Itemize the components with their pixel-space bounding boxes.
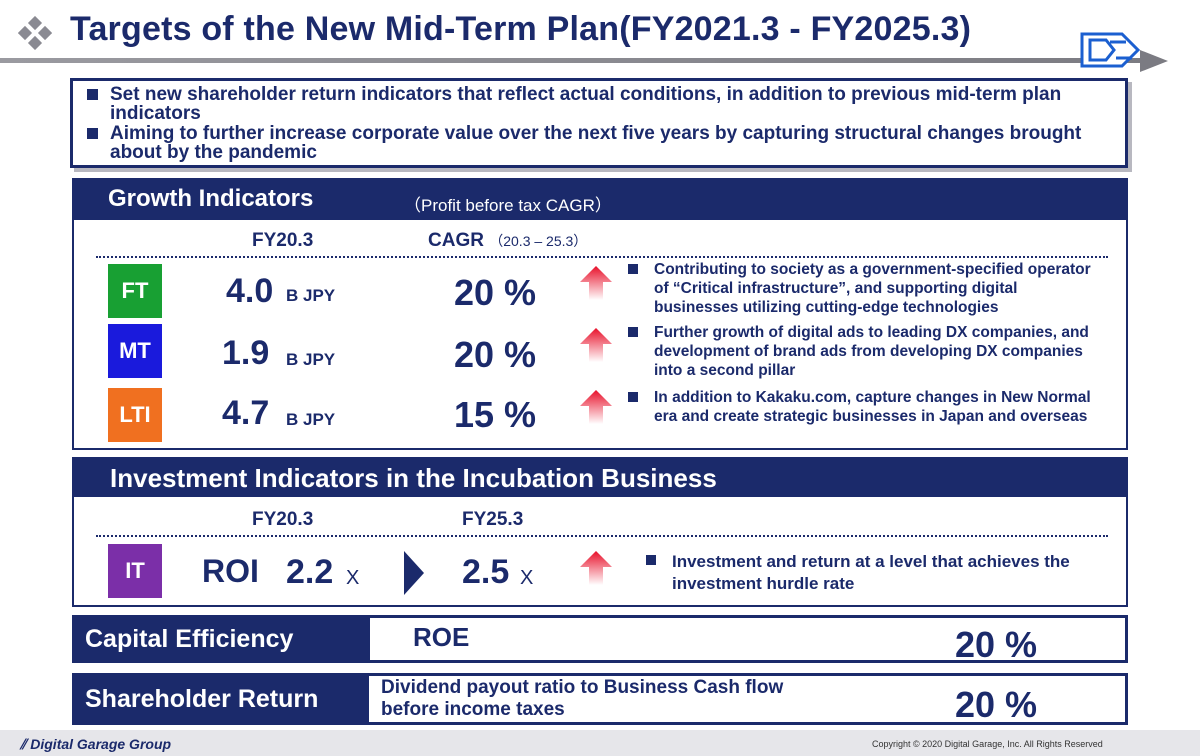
profit-unit-mt: B JPY: [286, 350, 336, 369]
segment-badge-ft: FT: [108, 264, 162, 318]
growth-title: Growth Indicators: [108, 185, 314, 212]
col-cagr-header: CAGR （20.3 – 25.3）: [428, 230, 587, 252]
investment-header: Investment Indicators in the Incubation …: [74, 459, 1126, 497]
cagr-value-lti: 15 %: [454, 394, 537, 435]
desc-text: Further growth of digital ads to leading…: [654, 324, 1089, 379]
segment-badge-lti: LTI: [108, 388, 162, 442]
profit-value-lti: 4.7: [222, 394, 270, 432]
cagr-value-ft: 20 %: [454, 272, 537, 313]
segment-badge-it: IT: [108, 544, 162, 598]
segment-badge-mt: MT: [108, 324, 162, 378]
up-arrow-icon: [580, 551, 612, 585]
roi-label: ROI: [202, 553, 259, 589]
roi-unit-fy25: X: [520, 567, 534, 589]
up-arrow-icon: [580, 390, 612, 424]
profit-unit-ft: B JPY: [286, 286, 336, 305]
dotted-divider: [96, 535, 1108, 537]
summary-bullet-text: Aiming to further increase corporate val…: [110, 123, 1082, 163]
profit-value-mt: 1.9: [222, 334, 270, 372]
footer-bar: [0, 730, 1200, 756]
investment-title: Investment Indicators in the Incubation …: [110, 463, 717, 493]
desc-lti: In addition to Kakaku.com, capture chang…: [628, 388, 1098, 426]
title-rule: [0, 58, 1150, 63]
dg-logo-icon: [1080, 32, 1141, 68]
footer-copyright: Copyright © 2020 Digital Garage, Inc. Al…: [872, 739, 1103, 749]
summary-bullet: Aiming to further increase corporate val…: [87, 124, 1115, 162]
dg-small-logo-icon: ⫽: [20, 736, 27, 752]
shareholder-return-label: Shareholder Return: [75, 676, 369, 722]
desc-text: Investment and return at a level that ac…: [672, 552, 1070, 593]
roi-unit-fy20: X: [346, 567, 360, 589]
desc-it: Investment and return at a level that ac…: [646, 551, 1106, 595]
dotted-divider: [96, 256, 1108, 258]
roi-value-fy25: 2.5: [462, 553, 510, 591]
square-bullet-icon: [87, 128, 98, 139]
payout-value: 20 %: [955, 684, 1038, 725]
capital-efficiency-label: Capital Efficiency: [75, 618, 370, 660]
square-bullet-icon: [87, 89, 98, 100]
up-arrow-icon: [580, 328, 612, 362]
roi-value-fy20: 2.2: [286, 553, 334, 591]
col-fy25-header: FY25.3: [462, 509, 524, 530]
desc-text: In addition to Kakaku.com, capture chang…: [654, 389, 1091, 425]
square-bullet-icon: [628, 327, 638, 337]
payout-metric: Dividend payout ratio to Business Cash f…: [381, 677, 783, 721]
growth-header: Growth Indicators （Profit before tax CAG…: [74, 180, 1126, 220]
col-cagr-label: CAGR: [428, 230, 484, 251]
summary-bullet: Set new shareholder return indicators th…: [87, 85, 1115, 123]
roe-value: 20 %: [955, 624, 1038, 665]
profit-value-ft: 4.0: [226, 272, 274, 310]
up-arrow-icon: [580, 266, 612, 300]
page-title: Targets of the New Mid-Term Plan(FY2021.…: [70, 10, 972, 48]
capital-efficiency-row: Capital Efficiency ROE 20 %: [72, 615, 1128, 665]
diamond-bullet-icon: [18, 16, 52, 50]
cagr-value-mt: 20 %: [454, 334, 537, 375]
desc-mt: Further growth of digital ads to leading…: [628, 323, 1098, 380]
square-bullet-icon: [646, 555, 656, 565]
col-cagr-period: （20.3 – 25.3）: [489, 233, 588, 249]
profit-unit-lti: B JPY: [286, 410, 336, 429]
col-fy-header: FY20.3: [252, 230, 314, 251]
footer-brand-text: Digital Garage Group: [30, 736, 172, 752]
arrow-right-icon: [1140, 50, 1168, 72]
payout-metric-line1: Dividend payout ratio to Business Cash f…: [381, 677, 784, 698]
square-bullet-icon: [628, 392, 638, 402]
col-fy20-header: FY20.3: [252, 509, 314, 530]
chevron-right-icon: [404, 551, 424, 595]
square-bullet-icon: [628, 264, 638, 274]
shareholder-return-row: Shareholder Return Dividend payout ratio…: [72, 673, 1128, 725]
summary-bullet-text: Set new shareholder return indicators th…: [110, 84, 1062, 124]
footer-brand: ⫽ Digital Garage Group: [20, 736, 171, 753]
investment-indicators-panel: Investment Indicators in the Incubation …: [72, 457, 1128, 607]
growth-subtitle: （Profit before tax CAGR）: [404, 196, 612, 215]
desc-ft: Contributing to society as a government-…: [628, 260, 1098, 317]
payout-metric-line2: before income taxes: [381, 699, 565, 720]
growth-indicators-panel: Growth Indicators （Profit before tax CAG…: [72, 178, 1128, 450]
roe-label: ROE: [413, 622, 470, 652]
desc-text: Contributing to society as a government-…: [654, 261, 1091, 316]
summary-box: Set new shareholder return indicators th…: [70, 78, 1128, 168]
